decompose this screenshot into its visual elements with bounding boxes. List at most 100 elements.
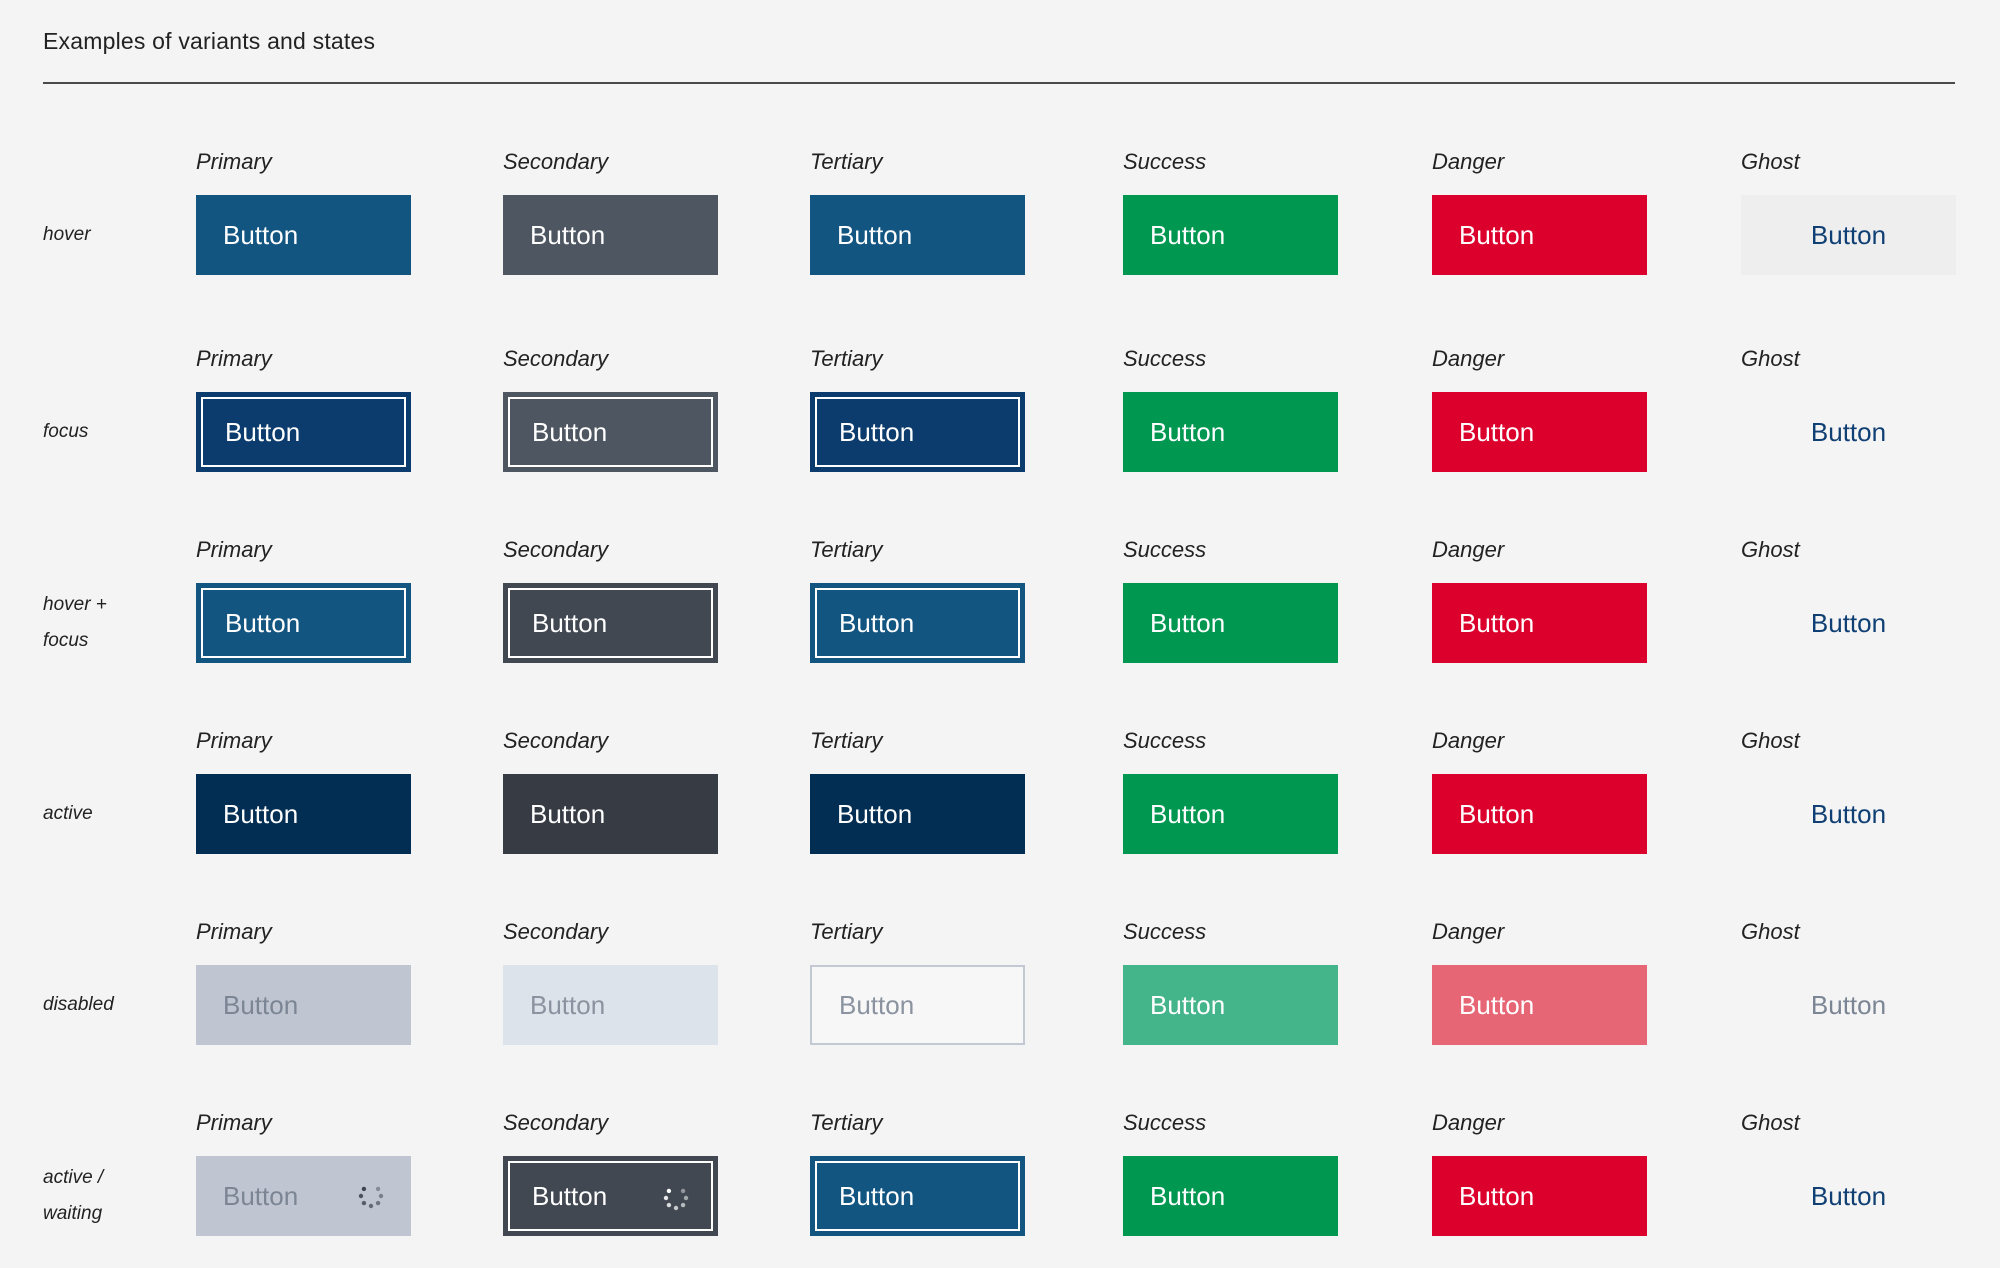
variant-label-ghost: Ghost xyxy=(1741,149,1800,174)
variant-label-success: Success xyxy=(1123,728,1207,753)
variant-label-secondary: Secondary xyxy=(503,1110,609,1135)
state-label-line: focus xyxy=(43,630,89,651)
variant-label-tertiary: Tertiary xyxy=(810,728,883,753)
state-label-line: hover xyxy=(43,224,91,245)
button-label: Button xyxy=(532,1180,608,1211)
variant-label-tertiary: Tertiary xyxy=(810,1110,883,1135)
success-button-active-waiting[interactable]: Button xyxy=(1123,1156,1338,1236)
tertiary-button-active[interactable]: Button xyxy=(810,774,1025,854)
primary-button-active-waiting[interactable]: Button xyxy=(196,1156,411,1236)
ghost-button-active-waiting[interactable]: Button xyxy=(1741,1156,1956,1236)
success-button-focus[interactable]: Button xyxy=(1123,392,1338,472)
secondary-button-hover[interactable]: Button xyxy=(503,195,718,275)
button-label: Button xyxy=(225,416,301,447)
state-label-line: focus xyxy=(43,421,89,442)
primary-button-active[interactable]: Button xyxy=(196,774,411,854)
button-label: Button xyxy=(1459,219,1535,250)
tertiary-button-focus[interactable]: Button xyxy=(810,392,1025,472)
danger-button-focus[interactable]: Button xyxy=(1432,392,1647,472)
variant-label-primary: Primary xyxy=(196,537,272,562)
state-label-line: waiting xyxy=(43,1203,103,1224)
loading-spinner-icon xyxy=(358,1186,384,1209)
button-label: Button xyxy=(1150,989,1226,1020)
variant-label-danger: Danger xyxy=(1432,149,1505,174)
secondary-button-hover-focus[interactable]: Button xyxy=(503,583,718,663)
button-label: Button xyxy=(1459,607,1535,638)
variant-label-secondary: Secondary xyxy=(503,537,609,562)
primary-button-hover-focus[interactable]: Button xyxy=(196,583,411,663)
danger-button-hover-focus[interactable]: Button xyxy=(1432,583,1647,663)
primary-button-focus[interactable]: Button xyxy=(196,392,411,472)
button-label: Button xyxy=(532,416,608,447)
ghost-button-focus[interactable]: Button xyxy=(1741,392,1956,472)
success-button-active[interactable]: Button xyxy=(1123,774,1338,854)
button-label: Button xyxy=(837,798,913,829)
loading-spinner-icon xyxy=(663,1188,689,1211)
danger-button-hover[interactable]: Button xyxy=(1432,195,1647,275)
button-label: Button xyxy=(1150,219,1226,250)
state-label-active: active xyxy=(43,796,163,832)
danger-button-disabled[interactable]: Button xyxy=(1432,965,1647,1045)
state-label-focus: focus xyxy=(43,414,163,450)
button-label: Button xyxy=(1150,607,1226,638)
button-label: Button xyxy=(839,416,915,447)
state-label-line: disabled xyxy=(43,994,114,1015)
button-label: Button xyxy=(837,219,913,250)
variant-label-tertiary: Tertiary xyxy=(810,537,883,562)
ghost-button-disabled[interactable]: Button xyxy=(1741,965,1956,1045)
tertiary-button-hover[interactable]: Button xyxy=(810,195,1025,275)
variant-label-primary: Primary xyxy=(196,1110,272,1135)
button-label: Button xyxy=(1150,416,1226,447)
button-label: Button xyxy=(1150,798,1226,829)
variant-label-secondary: Secondary xyxy=(503,346,609,371)
ghost-button-hover[interactable]: Button xyxy=(1741,195,1956,275)
variant-label-danger: Danger xyxy=(1432,728,1505,753)
secondary-button-active-waiting[interactable]: Button xyxy=(503,1156,718,1236)
button-label: Button xyxy=(1810,607,1887,638)
secondary-button-active[interactable]: Button xyxy=(503,774,718,854)
tertiary-button-hover-focus[interactable]: Button xyxy=(810,583,1025,663)
variant-label-secondary: Secondary xyxy=(503,149,609,174)
variant-label-ghost: Ghost xyxy=(1741,728,1800,753)
variant-label-primary: Primary xyxy=(196,919,272,944)
primary-button-disabled[interactable]: Button xyxy=(196,965,411,1045)
button-label: Button xyxy=(1459,1180,1535,1211)
variant-label-danger: Danger xyxy=(1432,919,1505,944)
ghost-button-active[interactable]: Button xyxy=(1741,774,1956,854)
danger-button-active-waiting[interactable]: Button xyxy=(1432,1156,1647,1236)
variant-label-ghost: Ghost xyxy=(1741,919,1800,944)
danger-button-active[interactable]: Button xyxy=(1432,774,1647,854)
ghost-button-hover-focus[interactable]: Button xyxy=(1741,583,1956,663)
variant-label-danger: Danger xyxy=(1432,346,1505,371)
state-label-line: active / xyxy=(43,1167,104,1188)
header-divider xyxy=(43,82,1955,84)
button-label: Button xyxy=(530,989,606,1020)
button-label: Button xyxy=(532,607,608,638)
variant-label-primary: Primary xyxy=(196,149,272,174)
primary-button-hover[interactable]: Button xyxy=(196,195,411,275)
variant-label-primary: Primary xyxy=(196,728,272,753)
page-title: Examples of variants and states xyxy=(43,28,376,54)
button-label: Button xyxy=(1810,416,1887,447)
secondary-button-focus[interactable]: Button xyxy=(503,392,718,472)
secondary-button-disabled[interactable]: Button xyxy=(503,965,718,1045)
button-label: Button xyxy=(223,219,299,250)
button-label: Button xyxy=(1810,1180,1887,1211)
tertiary-button-active-waiting[interactable]: Button xyxy=(810,1156,1025,1236)
state-label-hover-focus: hover + focus xyxy=(43,587,163,659)
state-label-disabled: disabled xyxy=(43,987,163,1023)
success-button-hover-focus[interactable]: Button xyxy=(1123,583,1338,663)
button-label: Button xyxy=(1459,989,1535,1020)
state-label-line: active xyxy=(43,803,93,824)
tertiary-button-disabled[interactable]: Button xyxy=(810,965,1025,1045)
variant-label-success: Success xyxy=(1123,346,1207,371)
state-label-active-waiting: active / waiting xyxy=(43,1160,163,1232)
button-label: Button xyxy=(839,607,915,638)
button-label: Button xyxy=(530,219,606,250)
success-button-disabled[interactable]: Button xyxy=(1123,965,1338,1045)
success-button-hover[interactable]: Button xyxy=(1123,195,1338,275)
variant-label-ghost: Ghost xyxy=(1741,537,1800,562)
button-label: Button xyxy=(1459,798,1535,829)
button-label: Button xyxy=(1810,219,1887,250)
variant-label-ghost: Ghost xyxy=(1741,1110,1800,1135)
